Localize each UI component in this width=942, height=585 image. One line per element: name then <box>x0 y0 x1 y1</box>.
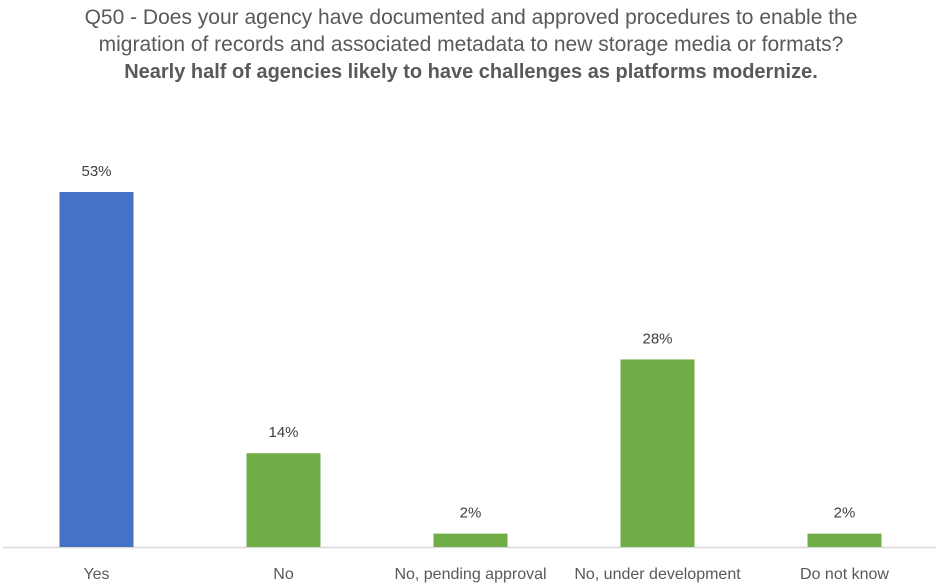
data-label: 2% <box>460 505 482 522</box>
chart-title-block: Q50 - Does your agency have documented a… <box>0 4 942 86</box>
bar-yes <box>59 192 134 547</box>
x-tick-label: Yes <box>83 566 109 583</box>
x-tick-label: Do not know <box>800 566 889 583</box>
data-label: 2% <box>834 505 856 522</box>
bar-no <box>246 453 321 547</box>
x-tick-label: No, pending approval <box>394 566 546 583</box>
data-label: 53% <box>81 163 111 180</box>
x-tick-label: No <box>273 566 294 583</box>
bar-no-pending-approval <box>433 533 508 547</box>
data-label: 28% <box>642 330 672 347</box>
chart-subtitle: Nearly half of agencies likely to have c… <box>124 61 818 83</box>
x-tick-label: No, under development <box>574 566 741 583</box>
bar-do-not-know <box>807 533 882 547</box>
chart-title: Q50 - Does your agency have documented a… <box>84 6 858 56</box>
bar-no-under-development <box>620 359 695 547</box>
data-label: 14% <box>268 424 298 441</box>
